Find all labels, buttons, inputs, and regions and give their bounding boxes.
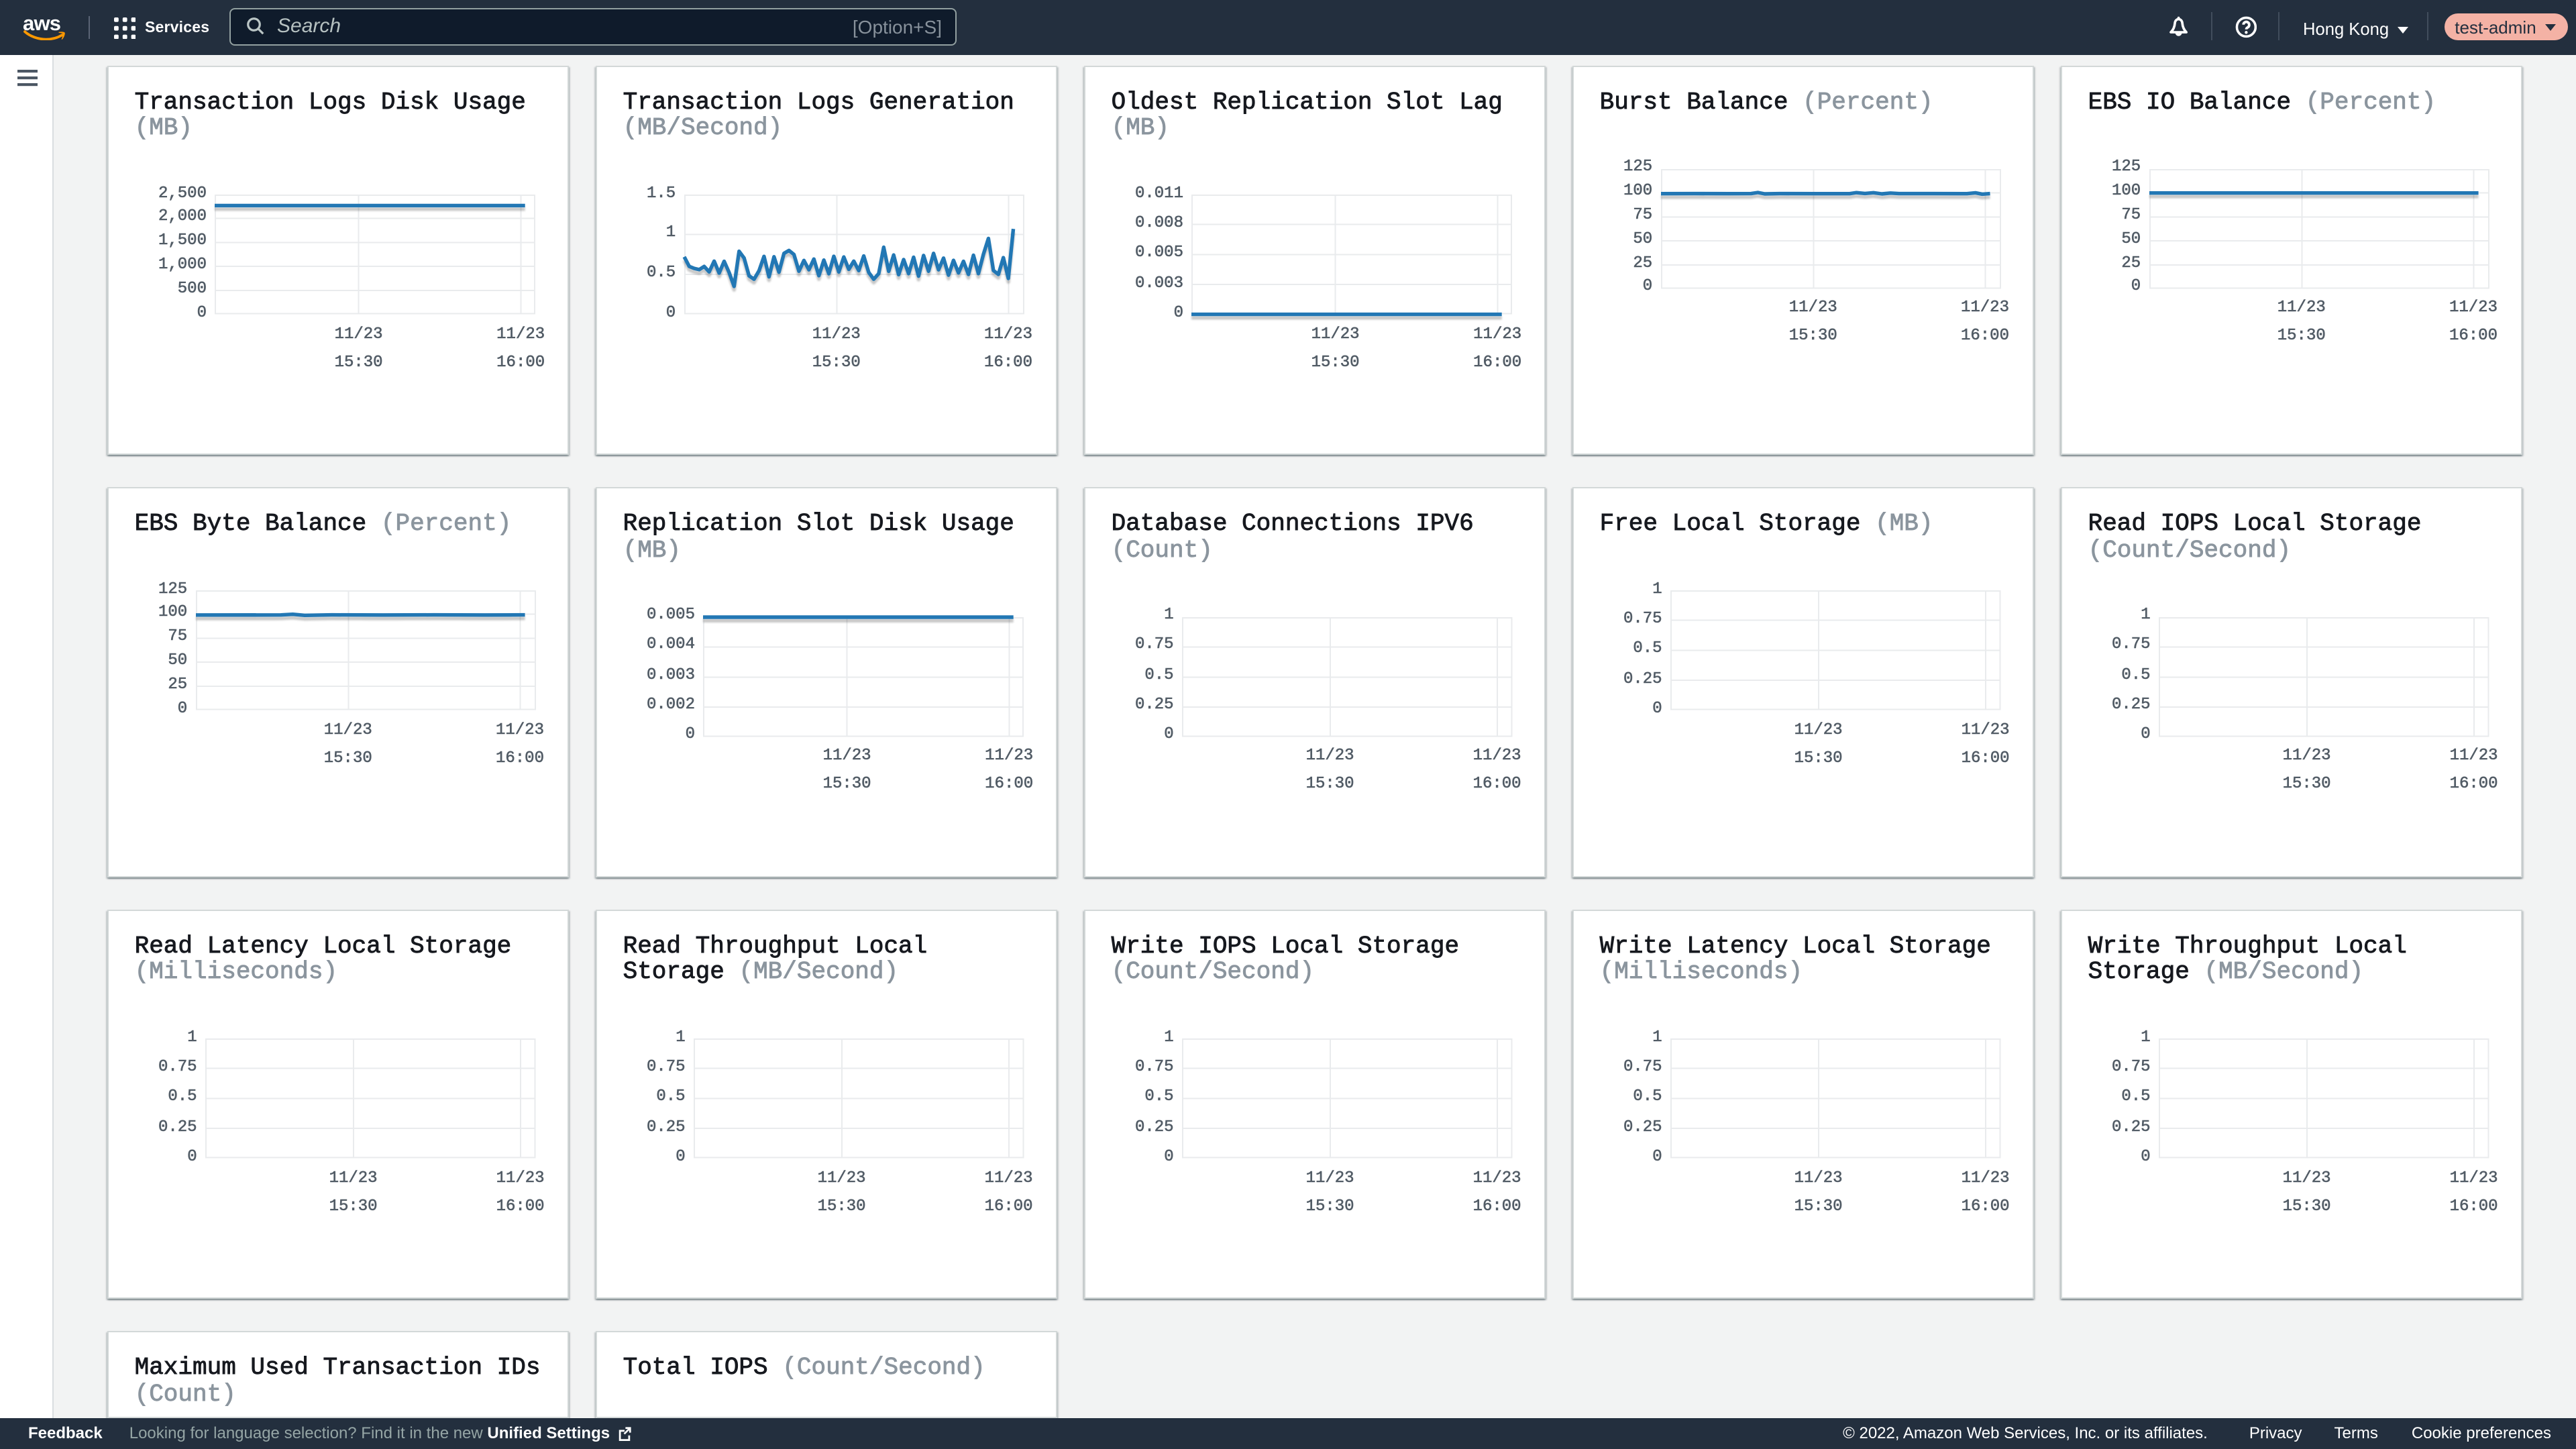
svg-text:aws: aws [23, 13, 60, 34]
